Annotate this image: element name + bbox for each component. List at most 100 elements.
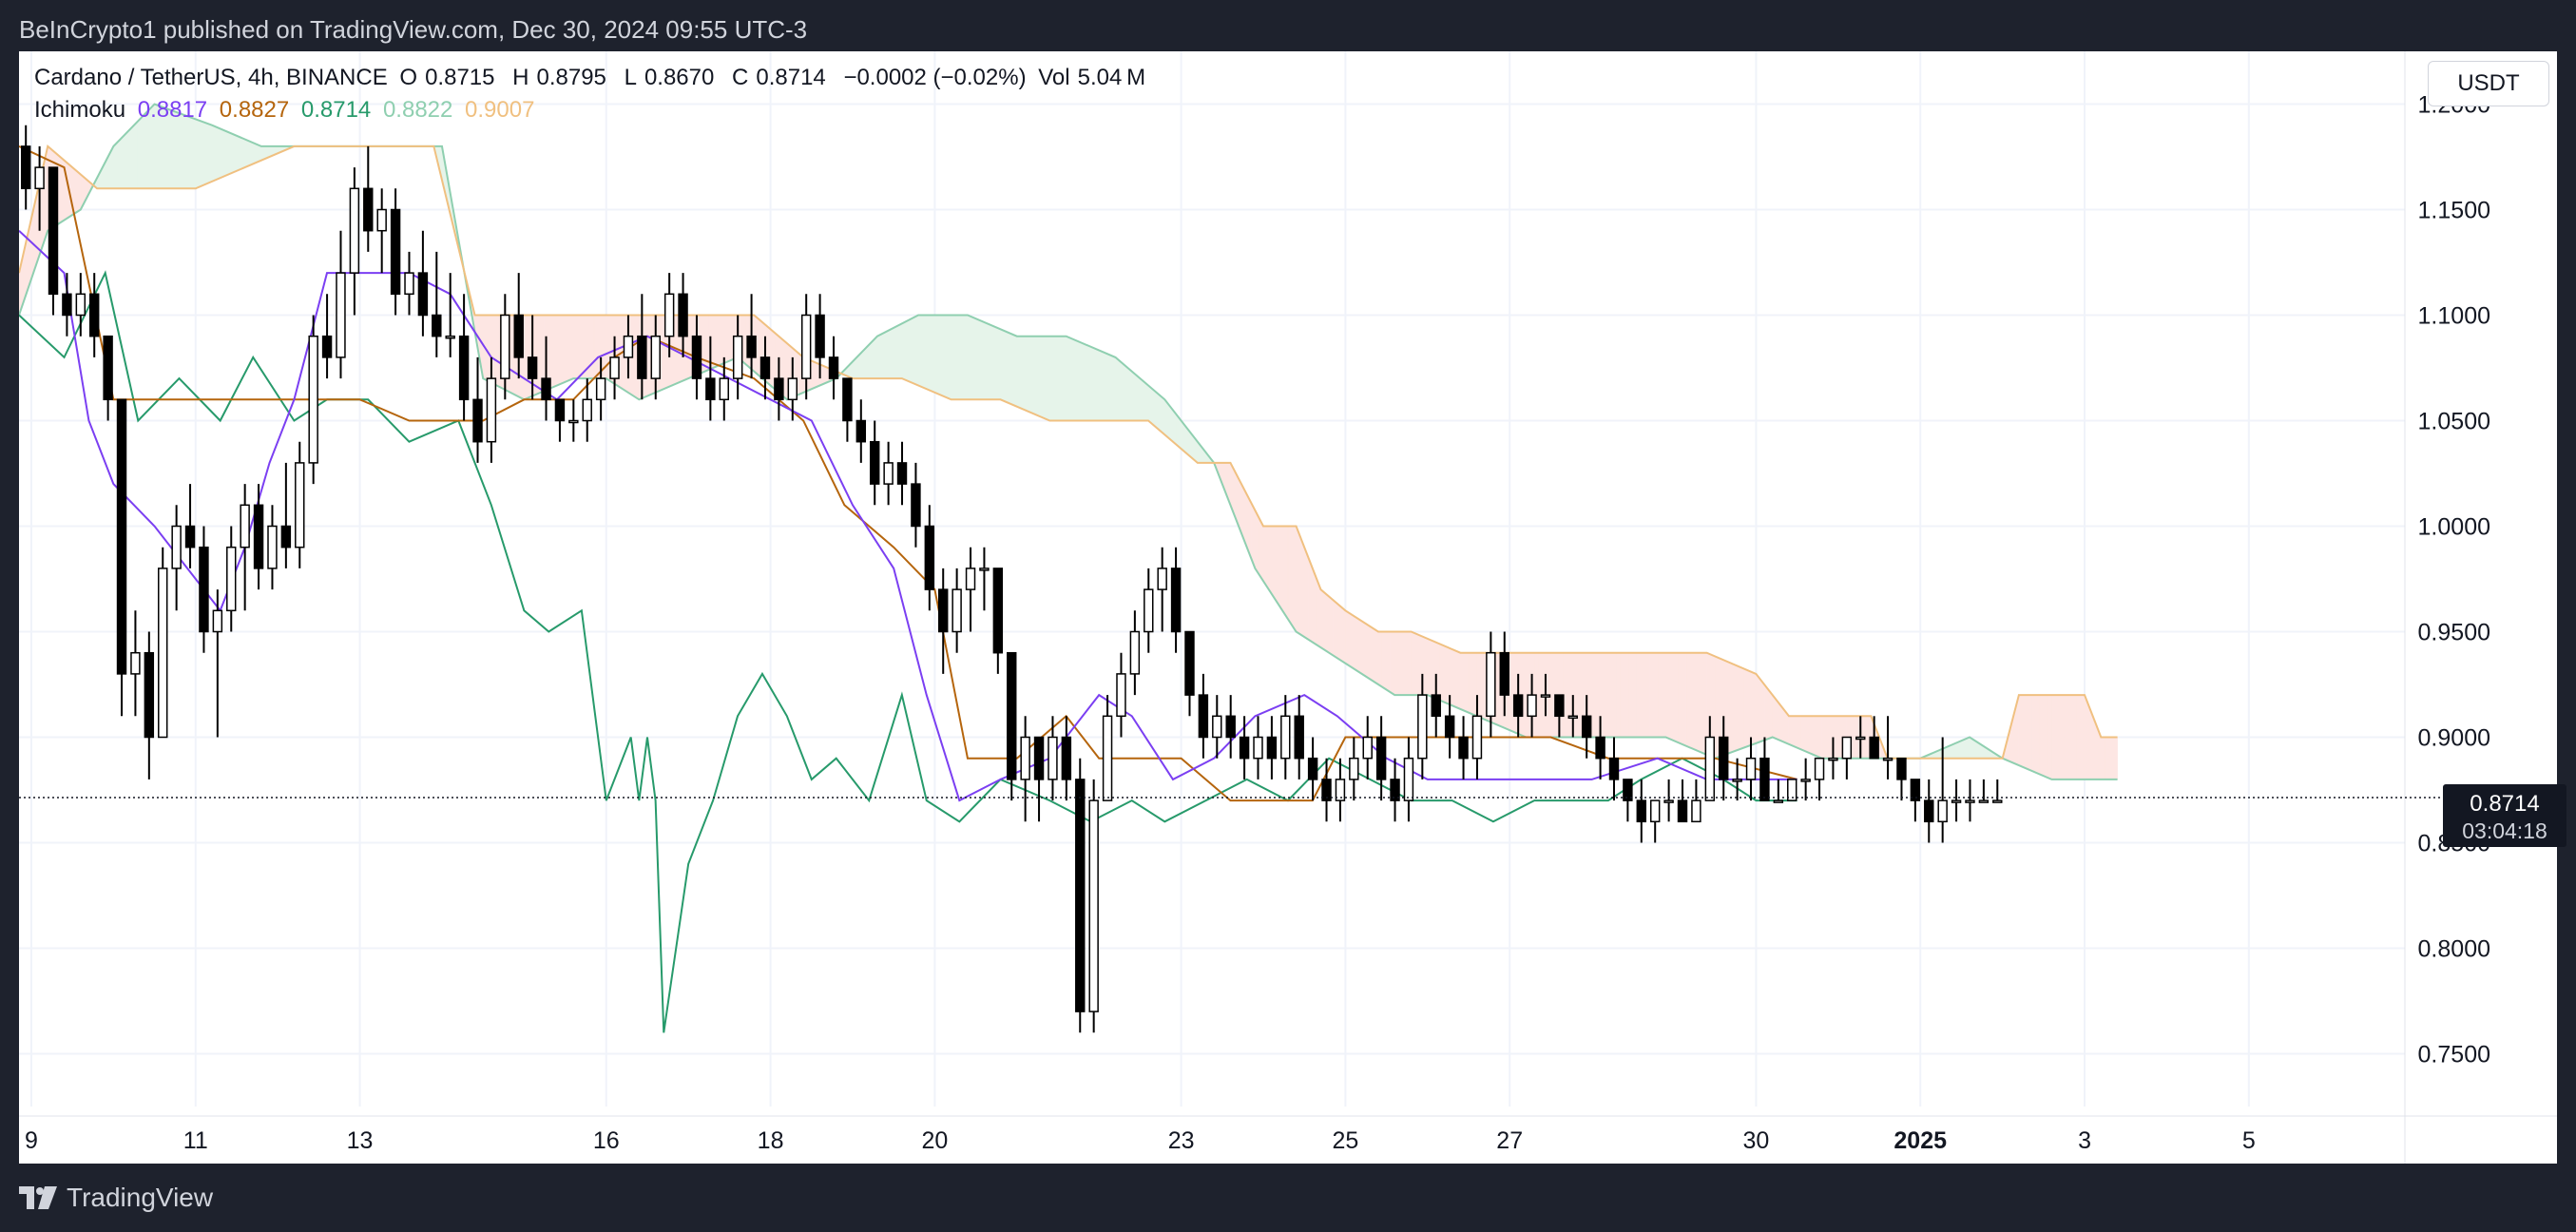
cloud-segment bbox=[1008, 332, 1013, 406]
cloud-segment bbox=[1632, 652, 1638, 738]
candle-body bbox=[1390, 779, 1400, 801]
chart-panel[interactable]: 1.20001.15001.10001.05001.00000.95000.90… bbox=[19, 51, 2566, 1164]
candle bbox=[1020, 716, 1030, 822]
candle-body bbox=[1362, 736, 1373, 760]
candle-body bbox=[1773, 799, 1784, 803]
candle bbox=[1567, 695, 1578, 738]
cloud-segment bbox=[1698, 652, 1703, 754]
currency-button[interactable]: USDT bbox=[2428, 61, 2549, 106]
candle-body bbox=[432, 314, 442, 337]
cloud-segment bbox=[1620, 652, 1625, 738]
candle bbox=[336, 230, 346, 379]
candle-body bbox=[184, 525, 196, 549]
cloud-segment bbox=[1714, 655, 1720, 760]
cloud-segment bbox=[1353, 615, 1358, 672]
candle-body bbox=[582, 398, 592, 422]
candle-body bbox=[500, 314, 510, 379]
candle bbox=[1280, 695, 1291, 780]
cloud-segment bbox=[1739, 666, 1744, 750]
candle-body bbox=[842, 377, 853, 422]
cloud-segment bbox=[1103, 351, 1108, 421]
candle bbox=[308, 315, 318, 485]
candle bbox=[842, 377, 853, 442]
cloud-segment bbox=[1057, 336, 1063, 421]
candle-body bbox=[1253, 736, 1263, 760]
grid-lines bbox=[19, 51, 2557, 1164]
x-tick-label: 18 bbox=[758, 1127, 784, 1154]
candle bbox=[815, 294, 825, 379]
candle-body bbox=[1307, 757, 1318, 780]
price-chart[interactable]: 1.20001.15001.10001.05001.00000.95000.90… bbox=[19, 51, 2557, 1164]
candle bbox=[1882, 716, 1894, 780]
candle bbox=[1212, 695, 1222, 759]
y-tick-label: 1.1500 bbox=[2418, 198, 2490, 224]
cloud-segment bbox=[1797, 715, 1802, 750]
y-axis: 1.20001.15001.10001.05001.00000.95000.90… bbox=[2418, 92, 2490, 1068]
tradingview-brand[interactable]: TradingView bbox=[19, 1183, 213, 1213]
cloud-segment bbox=[1567, 652, 1572, 738]
candle bbox=[199, 526, 209, 653]
candle-body bbox=[952, 588, 962, 633]
candle bbox=[650, 315, 661, 400]
cloud-segment bbox=[1349, 612, 1355, 669]
cloud-segment bbox=[971, 316, 976, 400]
candle bbox=[1663, 779, 1674, 822]
candle-body bbox=[267, 525, 278, 569]
candle-body bbox=[486, 377, 497, 443]
cloud-segment bbox=[1460, 652, 1465, 712]
cloud-segment bbox=[1455, 650, 1461, 710]
cloud-segment bbox=[959, 315, 964, 400]
candle-body bbox=[1294, 715, 1304, 760]
cloud-segment bbox=[1012, 334, 1018, 408]
candle-body bbox=[1048, 736, 1058, 780]
candle bbox=[1116, 652, 1126, 738]
cloud-segment bbox=[967, 315, 972, 400]
candle bbox=[1403, 737, 1414, 822]
cloud-segment bbox=[1156, 392, 1162, 433]
candle bbox=[75, 273, 87, 337]
candle bbox=[719, 356, 729, 421]
candle-body bbox=[787, 377, 798, 401]
candle bbox=[1704, 716, 1716, 801]
cloud-segment bbox=[1685, 652, 1691, 749]
candle-body bbox=[1828, 757, 1838, 761]
y-tick-label: 0.9000 bbox=[2418, 725, 2490, 752]
candle bbox=[1239, 716, 1250, 780]
x-tick-label: 13 bbox=[347, 1127, 374, 1154]
cloud-segment bbox=[216, 126, 221, 181]
candle-body bbox=[541, 377, 551, 401]
cloud-segment bbox=[1604, 652, 1609, 738]
candle-body bbox=[458, 335, 470, 401]
cloud-segment bbox=[975, 318, 981, 400]
candle bbox=[1992, 779, 2003, 803]
candle bbox=[376, 188, 387, 274]
candle bbox=[240, 484, 250, 611]
cloud-segment bbox=[1648, 652, 1654, 738]
candle bbox=[541, 336, 551, 421]
candle-body bbox=[1800, 779, 1811, 782]
candle bbox=[705, 336, 716, 421]
candle bbox=[458, 294, 470, 421]
cloud-segment bbox=[125, 128, 130, 189]
candle bbox=[1499, 631, 1509, 717]
cloud-segment bbox=[1735, 664, 1740, 752]
candle-body bbox=[321, 335, 333, 358]
x-tick-label: 30 bbox=[1743, 1127, 1770, 1154]
candle-body bbox=[1266, 736, 1278, 760]
cloud-segment bbox=[926, 315, 932, 392]
indicator-legend[interactable]: Ichimoku 0.8817 0.8827 0.8714 0.8822 0.9… bbox=[34, 97, 540, 124]
candle bbox=[1390, 758, 1400, 822]
cloud-segment bbox=[1037, 336, 1043, 418]
cloud-segment bbox=[1763, 683, 1769, 741]
cloud-segment bbox=[223, 129, 229, 177]
symbol-legend[interactable]: Cardano / TetherUS, 4h, BINANCE O 0.8715 … bbox=[34, 65, 1157, 91]
cloud-segment bbox=[1411, 631, 1416, 696]
cloud-segment bbox=[1140, 377, 1145, 421]
cloud-segment bbox=[2059, 694, 2065, 780]
cloud-segment bbox=[873, 335, 878, 379]
candle-body bbox=[883, 462, 894, 485]
candle bbox=[1773, 779, 1784, 803]
ich-conversion-value: 0.8817 bbox=[137, 97, 208, 123]
ich-base-value: 0.8827 bbox=[219, 97, 290, 123]
candle bbox=[663, 273, 675, 357]
